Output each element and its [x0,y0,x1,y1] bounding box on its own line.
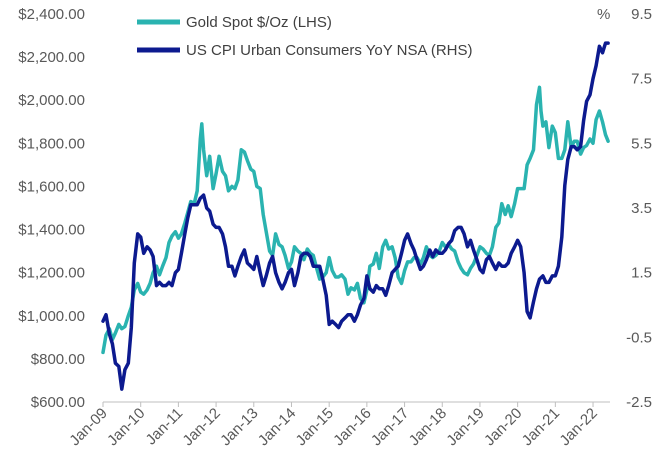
left-tick-label: $2,400.00 [18,6,85,23]
right-tick-label: -0.5 [626,329,652,346]
legend: Gold Spot $/Oz (LHS) US CPI Urban Consum… [137,14,473,59]
x-tick-label: Jan-13 [217,405,261,449]
right-tick-label: 7.5 [631,71,652,88]
x-tick-label: Jan-21 [519,405,563,449]
right-tick-label: 9.5 [631,6,652,23]
left-tick-label: $1,600.00 [18,178,85,195]
series-layer [101,41,610,391]
left-tick-label: $1,400.00 [18,222,85,239]
x-tick-label: Jan-17 [368,405,412,449]
x-tick-label: Jan-18 [406,405,450,449]
x-tick-label: Jan-11 [143,405,187,449]
x-tick-label: Jan-22 [556,405,600,449]
right-tick-label: 1.5 [631,265,652,282]
left-tick-label: $600.00 [31,394,85,411]
right-tick-label: 3.5 [631,200,652,217]
right-tick-label: -2.5 [626,394,652,411]
x-tick-label: Jan-12 [179,405,223,449]
x-tick-label: Jan-10 [104,405,148,449]
x-tick-label: Jan-20 [481,405,525,449]
x-axis: Jan-09Jan-10Jan-11Jan-12Jan-13Jan-14Jan-… [66,402,601,449]
right-axis-unit: % [597,6,610,23]
left-tick-label: $1,000.00 [18,308,85,325]
us-cpi-line [101,41,610,391]
x-tick-label: Jan-14 [255,405,299,449]
legend-label-cpi: US CPI Urban Consumers YoY NSA (RHS) [186,42,473,59]
x-tick-label: Jan-15 [293,405,337,449]
left-axis: $600.00 $800.00 $1,000.00 $1,200.00 $1,400.0… [18,6,85,411]
left-tick-label: $2,200.00 [18,49,85,66]
left-tick-label: $1,800.00 [18,135,85,152]
legend-label-gold: Gold Spot $/Oz (LHS) [186,14,332,31]
left-tick-label: $800.00 [31,351,85,368]
left-tick-label: $1,200.00 [18,265,85,282]
x-tick-label: Jan-19 [443,405,487,449]
left-tick-label: $2,000.00 [18,92,85,109]
x-tick-label: Jan-16 [330,405,374,449]
right-axis: -2.5 -0.5 1.5 3.5 5.5 7.5 9.5 [626,6,652,411]
x-tick-label: Jan-09 [66,405,110,449]
right-tick-label: 5.5 [631,135,652,152]
